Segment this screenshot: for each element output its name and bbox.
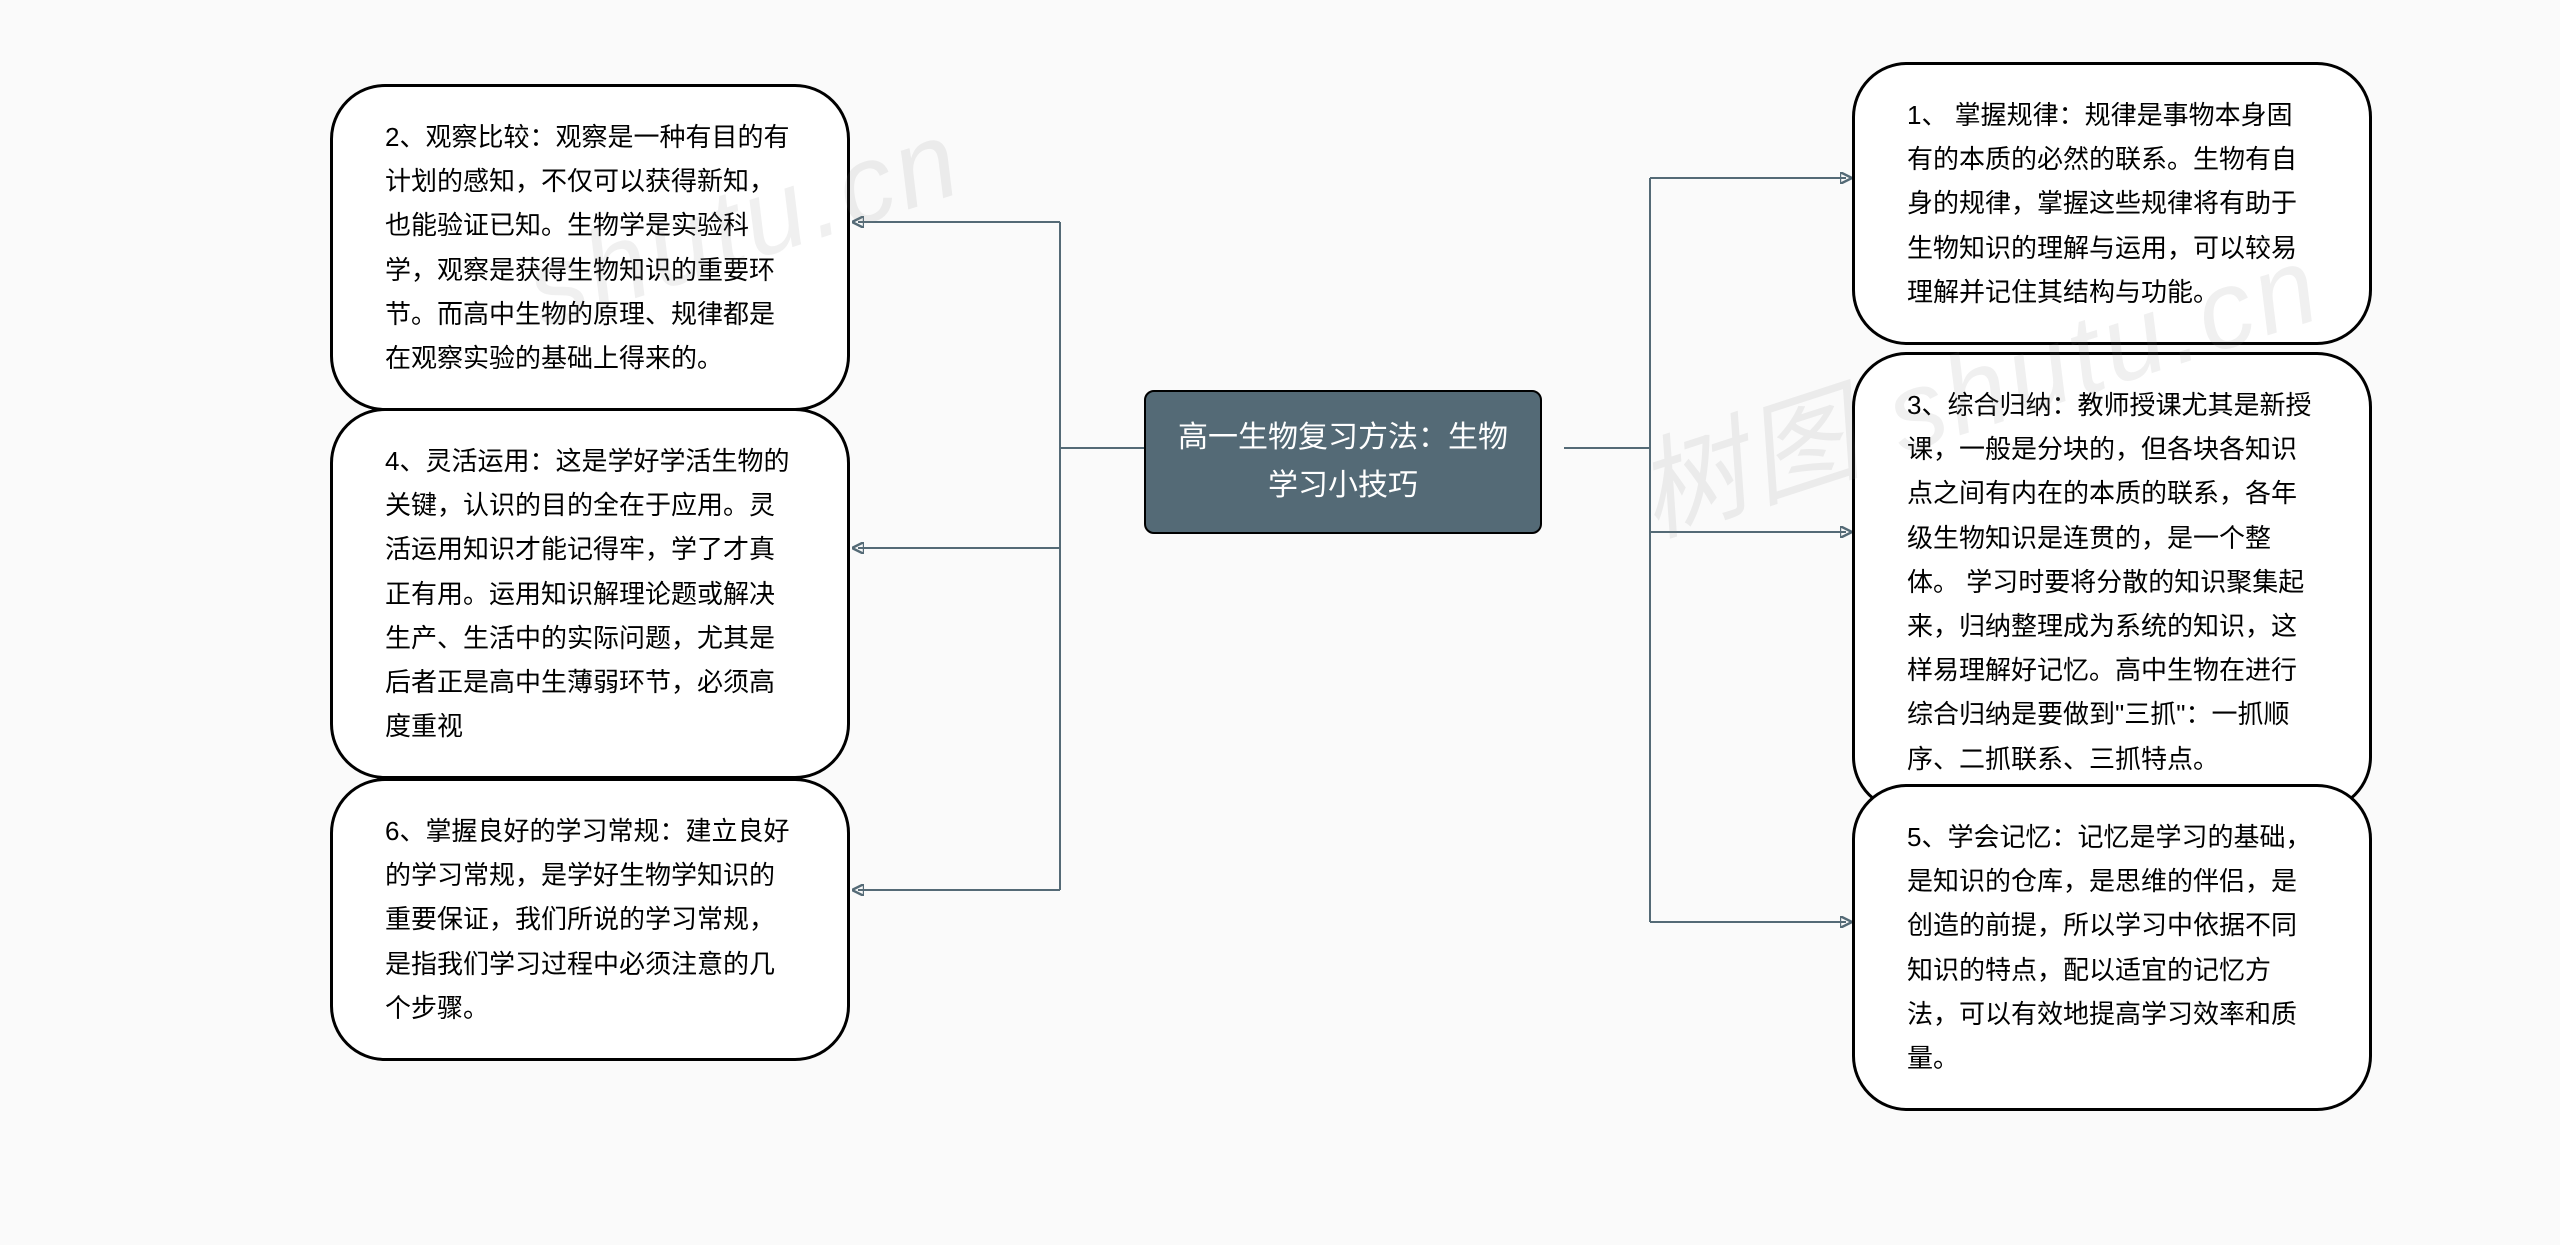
leaf-node-4: 1、 掌握规律：规律是事物本身固有的本质的必然的联系。生物有自身的规律，掌握这些…: [1852, 62, 2372, 345]
center-node: 高一生物复习方法：生物 学习小技巧: [1144, 390, 1542, 534]
leaf-node-text: 6、掌握良好的学习常规：建立良好的学习常规，是学好生物学知识的重要保证，我们所说…: [385, 816, 789, 1023]
leaf-node-text: 3、综合归纳：教师授课尤其是新授课，一般是分块的，但各块各知识点之间有内在的本质…: [1907, 390, 2311, 774]
leaf-node-text: 5、学会记忆：记忆是学习的基础，是知识的仓库，是思维的伴侣，是创造的前提，所以学…: [1907, 822, 2311, 1073]
leaf-node-text: 2、观察比较：观察是一种有目的有计划的感知，不仅可以获得新知，也能验证已知。生物…: [385, 122, 789, 373]
leaf-node-1: 2、观察比较：观察是一种有目的有计划的感知，不仅可以获得新知，也能验证已知。生物…: [330, 84, 850, 411]
leaf-node-text: 1、 掌握规律：规律是事物本身固有的本质的必然的联系。生物有自身的规律，掌握这些…: [1907, 100, 2297, 307]
leaf-node-5: 3、综合归纳：教师授课尤其是新授课，一般是分块的，但各块各知识点之间有内在的本质…: [1852, 352, 2372, 812]
leaf-node-3: 6、掌握良好的学习常规：建立良好的学习常规，是学好生物学知识的重要保证，我们所说…: [330, 778, 850, 1061]
center-node-text: 高一生物复习方法：生物 学习小技巧: [1178, 421, 1508, 502]
leaf-node-text: 4、灵活运用：这是学好学活生物的关键，认识的目的全在于应用。灵活运用知识才能记得…: [385, 446, 789, 741]
leaf-node-2: 4、灵活运用：这是学好学活生物的关键，认识的目的全在于应用。灵活运用知识才能记得…: [330, 408, 850, 779]
leaf-node-6: 5、学会记忆：记忆是学习的基础，是知识的仓库，是思维的伴侣，是创造的前提，所以学…: [1852, 784, 2372, 1111]
